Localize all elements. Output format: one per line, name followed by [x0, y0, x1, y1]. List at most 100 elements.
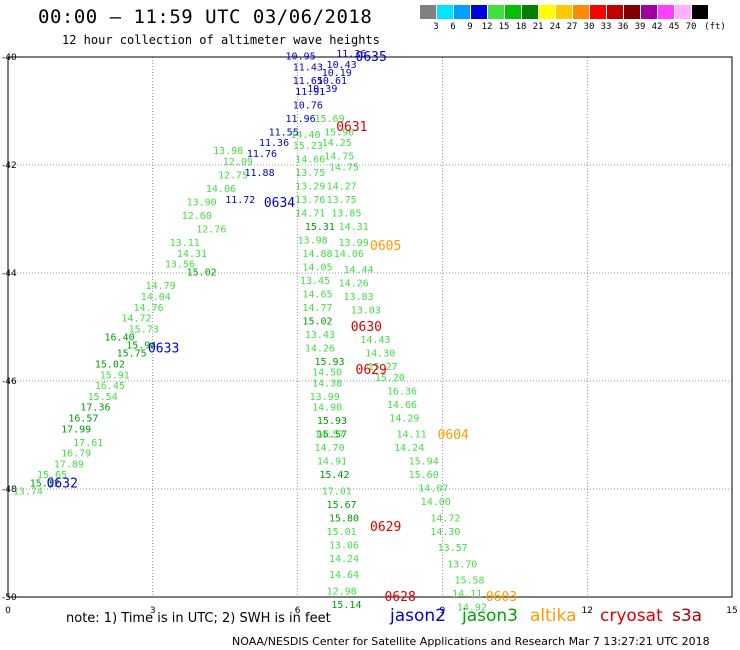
wave-height-value: 14.38 [312, 378, 342, 389]
pass-time-label: 0629 [356, 363, 387, 378]
color-scale-label: 6 [450, 22, 456, 32]
wave-height-value: 14.26 [339, 279, 369, 290]
wave-height-value: 13.75 [327, 195, 357, 206]
wave-height-value: 15.75 [117, 349, 147, 360]
legend-s3a: s3a [672, 606, 703, 626]
wave-height-value: 13.11 [170, 238, 200, 249]
color-scale-label: 3 [433, 22, 439, 32]
wave-height-value: 13.57 [438, 543, 468, 554]
wave-height-value: 14.75 [329, 162, 359, 173]
wave-height-value: 14.29 [389, 414, 419, 425]
color-scale-label: 24 [549, 22, 561, 32]
wave-height-value: 14.66 [295, 154, 325, 165]
wave-height-value: 14.40 [290, 130, 320, 141]
wave-height-value: 16.40 [105, 333, 135, 344]
color-scale-label: 30 [583, 22, 595, 32]
wave-height-value: 14.88 [302, 249, 332, 260]
wave-height-value: 12.09 [223, 157, 253, 168]
wave-height-value: 14.25 [322, 138, 352, 149]
wave-height-value: 12.75 [218, 171, 248, 182]
wave-height-value: 15.73 [129, 324, 159, 335]
color-swatch [573, 5, 589, 19]
color-scale-label: 42 [651, 22, 663, 32]
page-title: 00:00 – 11:59 UTC 03/06/2018 [38, 6, 373, 28]
wave-height-value: 14.24 [329, 554, 359, 565]
wave-height-value: 14.65 [302, 289, 332, 300]
color-swatch [539, 5, 555, 19]
wave-height-value: 11.76 [247, 149, 277, 160]
color-swatch [607, 5, 623, 19]
wave-height-value: 16.36 [387, 387, 417, 398]
map-frame [7, 56, 733, 598]
y-tick-label: -50 [2, 593, 17, 603]
wave-height-value: 13.74 [13, 486, 43, 497]
wave-height-value: 15.65 [37, 470, 67, 481]
wave-height-value: 14.50 [312, 368, 342, 379]
wave-height-value: 15.96 [324, 127, 354, 138]
color-swatch [437, 5, 453, 19]
wave-height-value: 13.29 [295, 181, 325, 192]
wave-height-value: 14.77 [302, 303, 332, 314]
wave-height-value: 13.75 [295, 168, 325, 179]
y-tick-label: -40 [2, 53, 17, 63]
color-swatch [420, 5, 436, 19]
wave-height-value: 11.36 [259, 138, 289, 149]
wave-height-value: 13.98 [213, 146, 243, 157]
wave-height-value: 14.26 [305, 343, 335, 354]
wave-height-value: 13.06 [329, 540, 359, 551]
wave-height-value: 15.69 [314, 114, 344, 125]
page-subtitle: 12 hour collection of altimeter wave hei… [62, 33, 380, 47]
wave-height-value: 16.79 [61, 449, 91, 460]
wave-height-value: 15.60 [409, 470, 439, 481]
color-scale-label: 18 [515, 22, 527, 32]
wave-height-value: 14.11 [397, 430, 427, 441]
footer-credit: NOAA/NESDIS Center for Satellite Applica… [232, 635, 710, 648]
wave-height-value: 11.88 [245, 168, 275, 179]
color-scale-label: 12 [481, 22, 493, 32]
wave-height-value: 14.27 [327, 181, 357, 192]
wave-height-value: 10.95 [286, 52, 316, 63]
color-swatch [692, 5, 708, 19]
wave-height-value: 14.70 [314, 443, 344, 454]
wave-height-value: 11.65 [293, 76, 323, 87]
wave-height-value: 10.19 [322, 68, 352, 79]
note-text: note: 1) Time is in UTC; 2) SWH is in fe… [66, 611, 331, 626]
wave-height-value: 13.99 [310, 392, 340, 403]
wave-height-value: 15.54 [88, 392, 118, 403]
wave-height-value: 14.75 [324, 152, 354, 163]
wave-height-value: 11.96 [286, 114, 316, 125]
wave-height-value: 15.94 [409, 457, 439, 468]
wave-height-value: 16.57 [68, 414, 98, 425]
color-swatch [590, 5, 606, 19]
wave-height-value: 17.01 [322, 486, 352, 497]
wave-height-value: 15.12 [30, 478, 60, 489]
color-swatch [641, 5, 657, 19]
wave-height-value: 15.23 [293, 141, 323, 152]
color-swatch [556, 5, 572, 19]
wave-height-value: 14.31 [177, 249, 207, 260]
wave-height-value: 15.20 [375, 373, 405, 384]
wave-height-value: 11.91 [295, 87, 325, 98]
wave-height-value: 15.02 [187, 268, 217, 279]
wave-height-value: 14.24 [394, 443, 424, 454]
wave-height-value: 14.92 [457, 603, 487, 614]
wave-height-value: 14.11 [452, 589, 482, 600]
wave-height-value: 13.85 [331, 208, 361, 219]
wave-height-value: 14.00 [421, 497, 451, 508]
wave-height-value: 10.61 [317, 76, 347, 87]
wave-height-value: 14.44 [343, 265, 373, 276]
wave-height-value: 14.06 [334, 249, 364, 260]
pass-time-label: 0605 [370, 239, 401, 254]
pass-time-label: 0630 [351, 320, 382, 335]
color-scale-label: 45 [668, 22, 680, 32]
wave-height-value: 13.90 [187, 198, 217, 209]
color-scale-label: 9 [467, 22, 473, 32]
pass-time-label: 0632 [47, 477, 78, 492]
pass-time-label: 0631 [336, 120, 367, 135]
wave-height-value: 14.91 [317, 457, 347, 468]
wave-height-value: 15.91 [100, 370, 130, 381]
wave-height-value: 15.93 [317, 416, 347, 427]
wave-height-value: 12.60 [182, 211, 212, 222]
pass-time-label: 0629 [370, 520, 401, 535]
